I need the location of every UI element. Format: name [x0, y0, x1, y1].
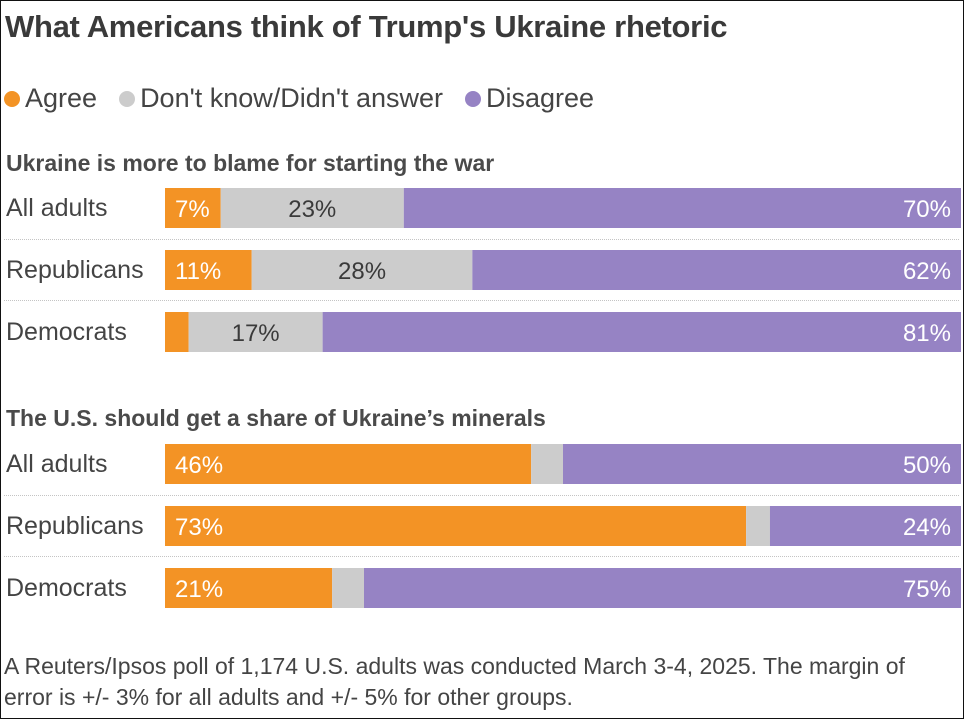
data-label: 75%	[903, 576, 951, 603]
bar-segment-disagree	[364, 568, 961, 608]
row-divider	[4, 495, 959, 496]
bar-segment-agree	[165, 506, 747, 546]
data-label: 81%	[903, 320, 951, 347]
bar-segment-agree	[165, 188, 221, 228]
stacked-bar: 21% 75%	[165, 568, 961, 608]
panel-title-blame: Ukraine is more to blame for starting th…	[6, 150, 495, 176]
stacked-bar: 17% 81%	[165, 312, 961, 352]
bar-segment-agree	[165, 568, 333, 608]
row-label: Democrats	[6, 318, 127, 346]
legend-label-agree: Agree	[25, 83, 98, 113]
bar-segment-don-t-know-didn-t-answer	[531, 444, 563, 484]
legend-item-dont-know: Don't know/Didn't answer	[119, 83, 443, 114]
legend: Agree Don't know/Didn't answer Disagree	[4, 83, 616, 114]
stacked-bar: 46% 50%	[165, 444, 961, 484]
legend-swatch-agree	[4, 90, 20, 107]
legend-item-agree: Agree	[4, 83, 97, 114]
legend-swatch-dont-know	[119, 90, 136, 107]
data-label: 28%	[338, 258, 386, 285]
legend-swatch-disagree	[465, 90, 482, 107]
bar-segment-disagree	[769, 506, 961, 546]
chart-title: What Americans think of Trump's Ukraine …	[5, 9, 728, 44]
legend-label-disagree: Disagree	[486, 83, 595, 113]
bar-segment-disagree	[403, 188, 961, 228]
data-label: 17%	[232, 320, 280, 347]
data-label: 73%	[175, 514, 223, 541]
row-label: Republicans	[6, 256, 144, 284]
stacked-bar: 11% 28% 62%	[165, 250, 961, 290]
row-divider	[4, 239, 959, 240]
data-label: 23%	[288, 196, 336, 223]
bar-segment-don-t-know-didn-t-answer	[220, 188, 404, 228]
data-label: 46%	[175, 452, 223, 479]
row-label: Republicans	[6, 512, 144, 540]
panel-title-minerals: The U.S. should get a share of Ukraine’s…	[6, 405, 546, 431]
bar-segment-don-t-know-didn-t-answer	[746, 506, 770, 546]
data-label: 70%	[903, 196, 951, 223]
data-label: 62%	[903, 258, 951, 285]
legend-item-disagree: Disagree	[465, 83, 594, 114]
row-label: All adults	[6, 450, 108, 478]
footnote: A Reuters/Ipsos poll of 1,174 U.S. adult…	[4, 653, 905, 710]
bar-segment-don-t-know-didn-t-answer	[332, 568, 364, 608]
data-label: 24%	[903, 514, 951, 541]
bar-segment-agree	[165, 444, 532, 484]
bar-segment-disagree	[472, 250, 961, 290]
legend-label-dont-know: Don't know/Didn't answer	[140, 83, 444, 113]
data-label: 11%	[175, 258, 221, 285]
bar-segment-agree	[165, 312, 189, 352]
stacked-bar: 73% 24%	[165, 506, 961, 546]
bar-segment-don-t-know-didn-t-answer	[251, 250, 473, 290]
data-label: 50%	[903, 452, 951, 479]
row-divider	[4, 300, 959, 301]
row-label: All adults	[6, 194, 108, 222]
bar-segment-don-t-know-didn-t-answer	[188, 312, 323, 352]
stacked-bar: 7% 23% 70%	[165, 188, 961, 228]
bar-segment-agree	[165, 250, 252, 290]
data-label: 7%	[175, 196, 210, 223]
bar-segment-disagree	[563, 444, 961, 484]
row-label: Democrats	[6, 574, 127, 602]
bar-segment-disagree	[322, 312, 961, 352]
data-label: 21%	[175, 576, 223, 603]
row-divider	[4, 556, 959, 557]
